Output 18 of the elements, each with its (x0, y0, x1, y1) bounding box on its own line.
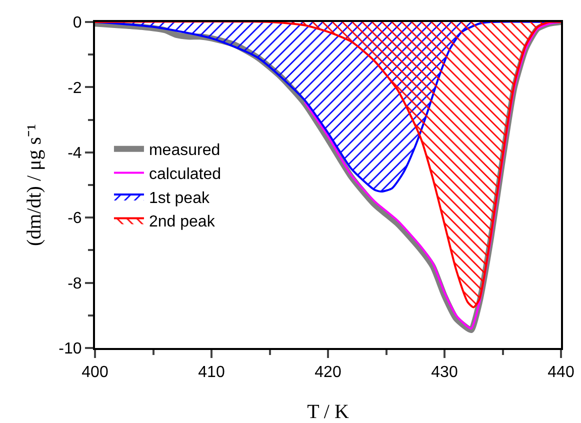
y-tick-label: -10 (58, 340, 82, 358)
y-tick-label: 0 (72, 14, 82, 32)
x-tick-label: 420 (314, 364, 342, 382)
x-tick-label: 430 (431, 364, 458, 382)
y-axis-title: (dm/dt) / μg s⁻¹ (24, 124, 46, 246)
legend-label: 2nd peak (148, 214, 216, 231)
line-series (304, 22, 561, 330)
x-tick-label: 440 (548, 364, 574, 382)
y-tick-label: -2 (68, 80, 82, 97)
y-tick-label: -8 (68, 275, 82, 292)
y-tick-label: -6 (68, 210, 82, 228)
legend-label: 1st peak (148, 190, 210, 207)
x-tick-label: 400 (82, 364, 108, 382)
y-tick-label: -4 (68, 145, 82, 162)
x-tick-label: 410 (198, 364, 225, 382)
legend-label: measured (148, 142, 220, 160)
legend-label: calculated (148, 166, 222, 183)
x-axis-title: T / K (307, 401, 350, 423)
